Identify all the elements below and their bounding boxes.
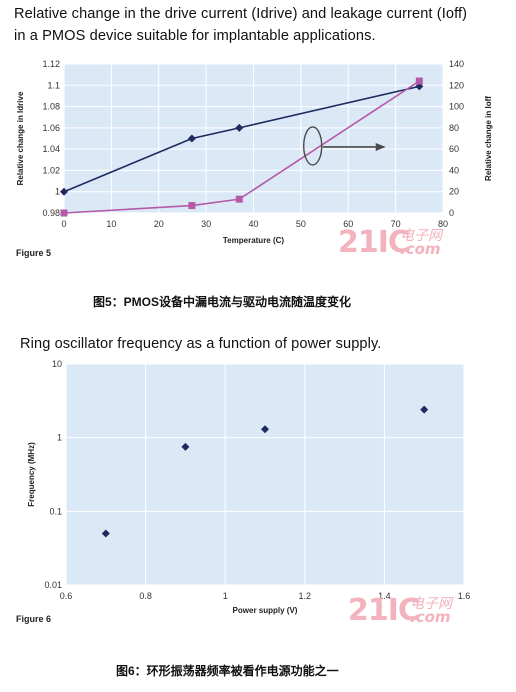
x-tick-label: 20 [154,219,164,229]
data-point [261,425,269,434]
y-tick-label: 1.04 [42,144,60,154]
series-idrive-point [60,187,68,196]
y2-tick-label: 20 [449,187,459,197]
x-axis-label: Temperature (C) [223,236,285,245]
y2-tick-label: 0 [449,208,454,218]
x-tick-label: 1.2 [299,591,312,601]
y-tick-label: 1 [57,433,62,443]
plot-area [66,364,464,585]
figure5-caption: 图5：PMOS设备中漏电流与驱动电流随温度变化 [93,295,352,309]
watermark-dotcom: .com [400,240,441,258]
x-tick-label: 80 [438,219,448,229]
figure6-label: Figure 6 [16,614,52,624]
x-tick-label: 50 [296,219,306,229]
y-axis-label: Relative change in Idrive [16,91,25,185]
series-idrive-point [235,123,244,132]
series-ioff-line [63,80,420,214]
x-tick-label: 0 [61,219,66,229]
x-tick-label: 10 [106,219,116,229]
y-tick-label: 1.1 [47,80,60,90]
data-point [420,405,429,414]
x-tick-label: 0.8 [139,591,152,601]
watermark-chinese: 电子网 [400,228,444,244]
x-tick-label: 1.6 [458,591,471,601]
annotation-ellipse [303,126,323,166]
x-tick-label: 1 [223,591,228,601]
figure5-title-line2: in a PMOS device suitable for implantabl… [14,28,376,44]
figure6-caption: 图6：环形振荡器频率被看作电源功能之一 [116,664,339,678]
y-tick-label: 0.1 [49,506,62,516]
x-tick-label: 30 [201,219,211,229]
figure6-title: Ring oscillator frequency as a function … [20,336,382,352]
figure5-label: Figure 5 [16,248,52,258]
x-tick-label: 40 [248,219,258,229]
y-tick-label: 1.12 [42,59,60,69]
x-axis-label: Power supply (V) [233,606,298,615]
y-tick-label: 1 [55,187,60,197]
watermark-logo: 21IC [338,225,409,260]
y-tick-label: 10 [52,359,62,369]
series-idrive-point [187,134,196,143]
annotation-arrow-head [375,142,386,151]
y2-tick-label: 100 [449,102,464,112]
y2-axis-label: Relative change in Ioff [484,96,493,181]
series-ioff-point [188,202,196,210]
y2-tick-label: 120 [449,80,464,90]
y-axis-label: Frequency (MHz) [27,442,36,507]
y2-tick-label: 80 [449,123,459,133]
figure5-title-line1: Relative change in the drive current (Id… [14,6,468,22]
y-tick-label: 1.06 [42,123,60,133]
x-tick-label: 0.6 [60,591,73,601]
series-ioff-point [60,209,68,217]
y2-tick-label: 60 [449,144,459,154]
y2-tick-label: 140 [449,59,464,69]
y-tick-label: 1.08 [42,102,60,112]
watermark-logo: 21IC [348,593,419,626]
figure5-chart: 0 10 20 30 40 50 60 70 80 0.98 1 1.02 1.04 1.06 1.08 1.… [16,59,493,260]
x-tick-label: 70 [391,219,401,229]
data-point [181,442,190,451]
x-tick-label: 60 [343,219,353,229]
watermark-dotcom: .com [410,608,451,626]
series-ioff-point [415,77,423,85]
y2-tick-label: 40 [449,165,459,175]
series-idrive-line [63,85,420,193]
y-tick-label: 0.01 [44,580,62,590]
y-tick-label: 0.98 [42,208,60,218]
y-tick-label: 1.02 [42,165,60,175]
series-ioff-point [235,195,243,203]
x-tick-label: 1.4 [378,591,391,601]
data-point [101,529,110,538]
watermark-chinese: 电子网 [410,596,454,612]
